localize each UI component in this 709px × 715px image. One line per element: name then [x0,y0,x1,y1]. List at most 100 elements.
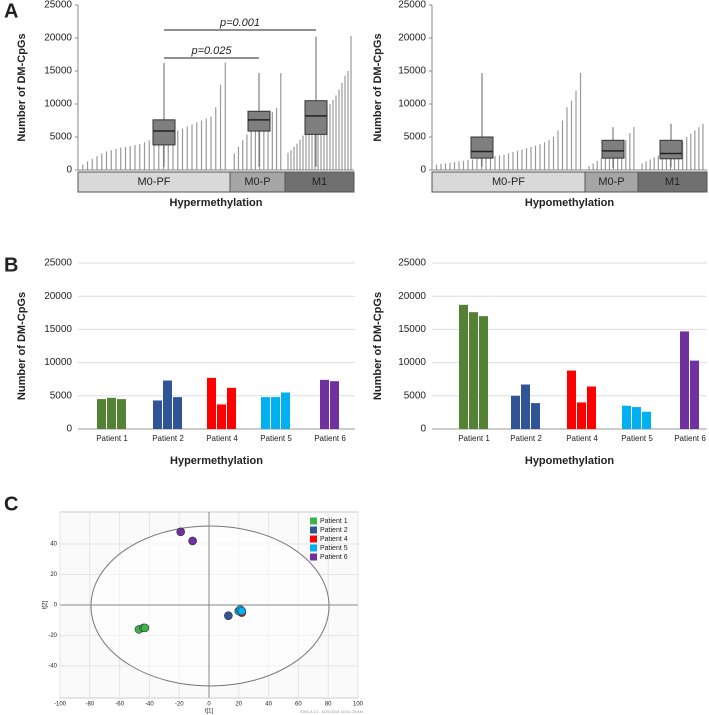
bar [196,122,198,170]
bar [543,142,546,170]
bar [511,395,520,429]
bar [97,399,106,429]
bar [275,107,278,170]
y-tick-label: -20 [48,633,57,639]
bar [690,360,699,429]
bar [653,157,655,170]
legend-swatch [310,517,317,525]
bar [167,133,169,170]
y-tick-label: 15000 [398,324,426,335]
bar [469,312,478,429]
bar [242,140,244,170]
x-tick-label: -80 [85,702,94,708]
y-tick-label: 10000 [44,99,72,110]
bar [153,138,155,170]
bar [661,153,663,170]
bar [219,84,222,170]
point [224,611,233,620]
bar [205,118,207,170]
bar [227,387,236,429]
x-tick-label: Patient 5 [621,434,653,443]
group-band [637,171,708,193]
bar [105,151,108,170]
x-tick-label: 100 [353,702,364,708]
bar [215,107,217,170]
bar [177,130,179,170]
x-tick-label: Patient 4 [206,434,238,443]
bar [600,158,602,170]
bar [233,153,235,170]
bar [485,157,487,170]
y-tick-label: 0 [420,165,426,176]
bar [317,118,319,170]
bar [261,397,270,429]
x-tick-label: -60 [115,702,124,708]
y-axis-label: Number of DM-CpGs [372,292,384,400]
bar [444,163,447,170]
point [176,527,185,537]
bar [181,128,184,170]
bar [124,146,127,170]
bar [617,147,619,170]
bar [612,150,615,170]
bar [329,104,331,170]
bar [577,402,586,429]
bar [293,146,295,170]
bar [645,161,647,170]
point [140,623,150,633]
bar [458,161,460,170]
y-tick-label: 5000 [404,132,427,143]
bar [680,331,689,429]
bar [237,146,240,170]
panel-letter: C [4,493,18,515]
bar [148,140,150,170]
bar [686,137,688,170]
bar [82,164,84,170]
bar [498,155,501,170]
x-tick-label: Patient 1 [458,434,490,443]
bar [347,71,349,170]
y-tick-label: 15000 [398,66,426,77]
box [470,136,494,159]
x-tick-label: Patient 4 [566,434,598,443]
bar [479,316,488,429]
bar [440,164,442,170]
footnote: SIMCA 14 - 6/25/2018 10:51:25 AM [300,709,363,714]
bar [217,404,226,429]
bar [320,379,329,429]
y-tick-label: 20000 [44,33,72,44]
bar [649,159,651,170]
y-tick-label: 25000 [398,258,426,269]
bar [453,162,456,170]
bar [267,115,269,170]
bar [96,156,98,170]
legend-swatch [310,553,317,561]
bar [459,304,468,429]
bar [642,411,651,429]
bar [531,403,540,429]
bar [467,160,469,170]
bar [259,122,261,170]
bar [330,381,339,429]
bar [191,124,193,170]
y-tick-label: 25000 [398,0,426,11]
y-tick-label: -40 [48,664,57,670]
group-label: M1 [665,176,680,188]
group-band [284,171,355,193]
bar [210,116,212,170]
bar [200,120,203,170]
y-tick-label: 15000 [44,324,72,335]
bar [299,139,301,170]
bar [669,149,672,170]
x-tick-label: -100 [54,702,67,708]
bar [308,128,310,170]
x-tick-label: Patient 6 [314,434,346,443]
bar [173,397,182,429]
panel-letter: A [4,0,18,22]
x-tick-label: Patient 2 [510,434,542,443]
group-label: M0-P [598,176,624,188]
x-tick-label: 0 [207,702,211,708]
bar [332,100,334,170]
y-tick-label: 20000 [398,291,426,302]
x-axis-label: Hypomethylation [525,197,615,209]
